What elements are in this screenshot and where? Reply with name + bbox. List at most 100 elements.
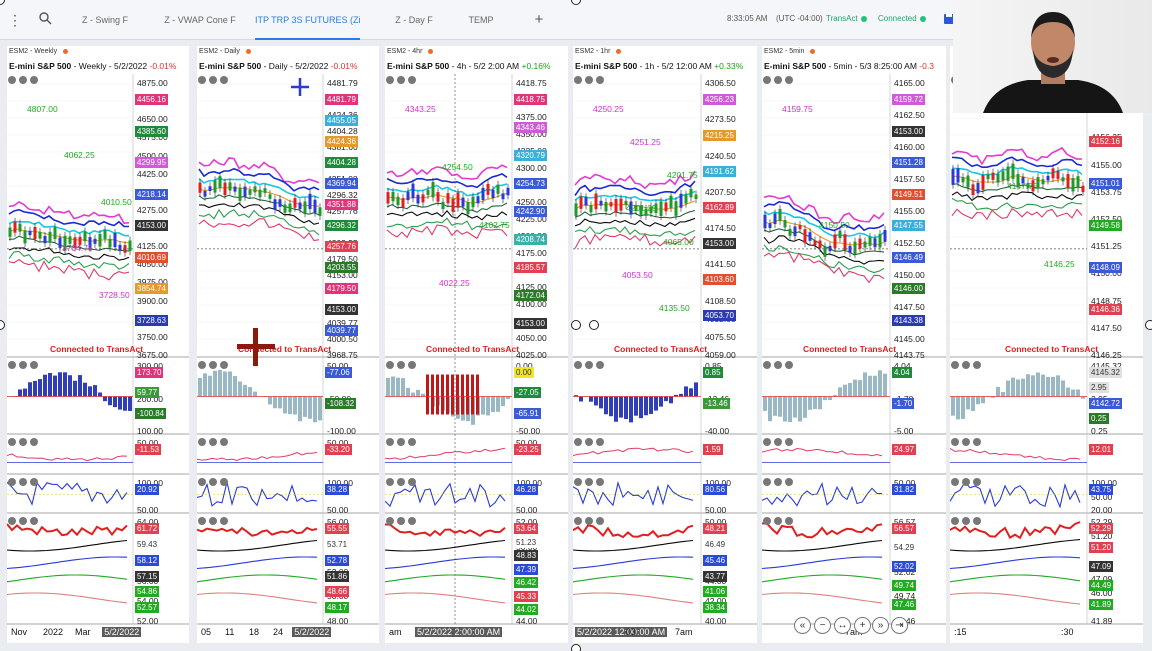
- pane-control-icon[interactable]: [574, 76, 582, 84]
- window-resize-handle[interactable]: [571, 320, 581, 330]
- pane-control-icon[interactable]: [962, 478, 970, 486]
- pane-control-icon[interactable]: [785, 478, 793, 486]
- chart-canvas[interactable]: [197, 46, 379, 643]
- pane-control-icon[interactable]: [386, 517, 394, 525]
- pane-control-icon[interactable]: [397, 478, 405, 486]
- connection-status[interactable]: Connected: [878, 14, 926, 23]
- pane-control-icon[interactable]: [8, 438, 16, 446]
- pane-control-icon[interactable]: [8, 517, 16, 525]
- pane-control-icon[interactable]: [209, 361, 217, 369]
- pane-control-icon[interactable]: [30, 478, 38, 486]
- transact-status[interactable]: TransAct: [826, 14, 867, 23]
- pane-control-icon[interactable]: [596, 517, 604, 525]
- pane-control-icon[interactable]: [408, 361, 416, 369]
- save-icon[interactable]: [940, 11, 958, 29]
- pane-control-icon[interactable]: [220, 76, 228, 84]
- pane-control-icon[interactable]: [386, 438, 394, 446]
- tab-4[interactable]: Z - Day F: [395, 15, 433, 25]
- pane-control-icon[interactable]: [220, 361, 228, 369]
- zoom-in-button[interactable]: +: [854, 617, 871, 634]
- pane-control-icon[interactable]: [785, 76, 793, 84]
- pane-control-icon[interactable]: [19, 361, 27, 369]
- pane-control-icon[interactable]: [30, 361, 38, 369]
- chart-panel-3[interactable]: ESM2 - 4hr E-mini S&P 500 - 4h - 5/2 2:00…: [385, 46, 568, 643]
- window-resize-handle[interactable]: [571, 644, 581, 651]
- scroll-far-right-button[interactable]: »: [872, 617, 889, 634]
- pane-control-icon[interactable]: [209, 76, 217, 84]
- pane-control-icon[interactable]: [574, 478, 582, 486]
- plus-icon[interactable]: +: [534, 11, 544, 28]
- pane-control-icon[interactable]: [585, 517, 593, 525]
- link-dot-icon[interactable]: [810, 48, 816, 54]
- window-resize-handle[interactable]: [589, 320, 599, 330]
- pane-control-icon[interactable]: [596, 478, 604, 486]
- pane-control-icon[interactable]: [397, 438, 405, 446]
- chart-canvas[interactable]: [573, 46, 757, 643]
- pane-control-icon[interactable]: [596, 438, 604, 446]
- scroll-far-left-button[interactable]: «: [794, 617, 811, 634]
- pane-control-icon[interactable]: [397, 76, 405, 84]
- pane-control-icon[interactable]: [8, 361, 16, 369]
- tab-3[interactable]: ITP TRP 3S FUTURES (Zi...: [255, 0, 360, 40]
- search-icon[interactable]: [36, 11, 54, 29]
- pane-control-icon[interactable]: [774, 438, 782, 446]
- pane-control-icon[interactable]: [30, 76, 38, 84]
- pane-control-icon[interactable]: [774, 478, 782, 486]
- fit-horizontal-button[interactable]: ↔: [834, 617, 851, 634]
- panel-header[interactable]: ESM2 - Daily: [199, 48, 251, 55]
- pane-control-icon[interactable]: [785, 517, 793, 525]
- pane-control-icon[interactable]: [397, 517, 405, 525]
- chart-canvas[interactable]: [7, 46, 189, 643]
- tab-1[interactable]: Z - Swing F: [81, 15, 128, 25]
- pane-control-icon[interactable]: [220, 517, 228, 525]
- pane-control-icon[interactable]: [8, 76, 16, 84]
- chart-canvas[interactable]: [950, 46, 1143, 643]
- pane-control-icon[interactable]: [973, 438, 981, 446]
- pane-control-icon[interactable]: [19, 438, 27, 446]
- link-dot-icon[interactable]: [616, 48, 622, 54]
- pane-control-icon[interactable]: [386, 478, 394, 486]
- pane-control-icon[interactable]: [574, 361, 582, 369]
- tab-2[interactable]: Z - VWAP Cone F: [164, 15, 236, 25]
- window-resize-handle[interactable]: [0, 320, 5, 330]
- panel-header[interactable]: ESM2 - 1hr: [575, 48, 622, 55]
- scroll-to-end-button[interactable]: ⇥: [891, 617, 908, 634]
- pane-control-icon[interactable]: [198, 361, 206, 369]
- menu-handle-icon[interactable]: ⋮: [8, 12, 22, 28]
- link-dot-icon[interactable]: [63, 48, 69, 54]
- pane-control-icon[interactable]: [763, 517, 771, 525]
- pane-control-icon[interactable]: [209, 517, 217, 525]
- pane-control-icon[interactable]: [596, 361, 604, 369]
- chart-panel-4[interactable]: ESM2 - 1hr E-mini S&P 500 - 1h - 5/2 12:0…: [573, 46, 757, 643]
- pane-control-icon[interactable]: [198, 478, 206, 486]
- pane-control-icon[interactable]: [774, 76, 782, 84]
- pane-control-icon[interactable]: [774, 361, 782, 369]
- zoom-out-button[interactable]: −: [814, 617, 831, 634]
- pane-control-icon[interactable]: [962, 361, 970, 369]
- window-resize-handle[interactable]: [1145, 320, 1152, 330]
- pane-control-icon[interactable]: [596, 76, 604, 84]
- chart-panel-2[interactable]: ESM2 - Daily E-mini S&P 500 - Daily - 5/2…: [197, 46, 379, 643]
- panel-header[interactable]: ESM2 - Weekly: [9, 48, 69, 55]
- pane-control-icon[interactable]: [198, 76, 206, 84]
- link-dot-icon[interactable]: [428, 48, 434, 54]
- pane-control-icon[interactable]: [408, 76, 416, 84]
- pane-control-icon[interactable]: [198, 438, 206, 446]
- pane-control-icon[interactable]: [220, 478, 228, 486]
- chart-panel-6[interactable]: 4158.754157.504156.254155.004153.754152.…: [950, 46, 1143, 643]
- pane-control-icon[interactable]: [585, 478, 593, 486]
- tab-5[interactable]: TEMP: [468, 15, 494, 25]
- panel-header[interactable]: ESM2 - 5min: [764, 48, 816, 55]
- pane-control-icon[interactable]: [386, 361, 394, 369]
- link-dot-icon[interactable]: [245, 48, 251, 54]
- pane-control-icon[interactable]: [397, 361, 405, 369]
- pane-control-icon[interactable]: [8, 478, 16, 486]
- pane-control-icon[interactable]: [785, 361, 793, 369]
- pane-control-icon[interactable]: [408, 438, 416, 446]
- pane-control-icon[interactable]: [19, 76, 27, 84]
- pane-control-icon[interactable]: [973, 517, 981, 525]
- pane-control-icon[interactable]: [209, 478, 217, 486]
- pane-control-icon[interactable]: [19, 478, 27, 486]
- pane-control-icon[interactable]: [408, 478, 416, 486]
- pane-control-icon[interactable]: [973, 478, 981, 486]
